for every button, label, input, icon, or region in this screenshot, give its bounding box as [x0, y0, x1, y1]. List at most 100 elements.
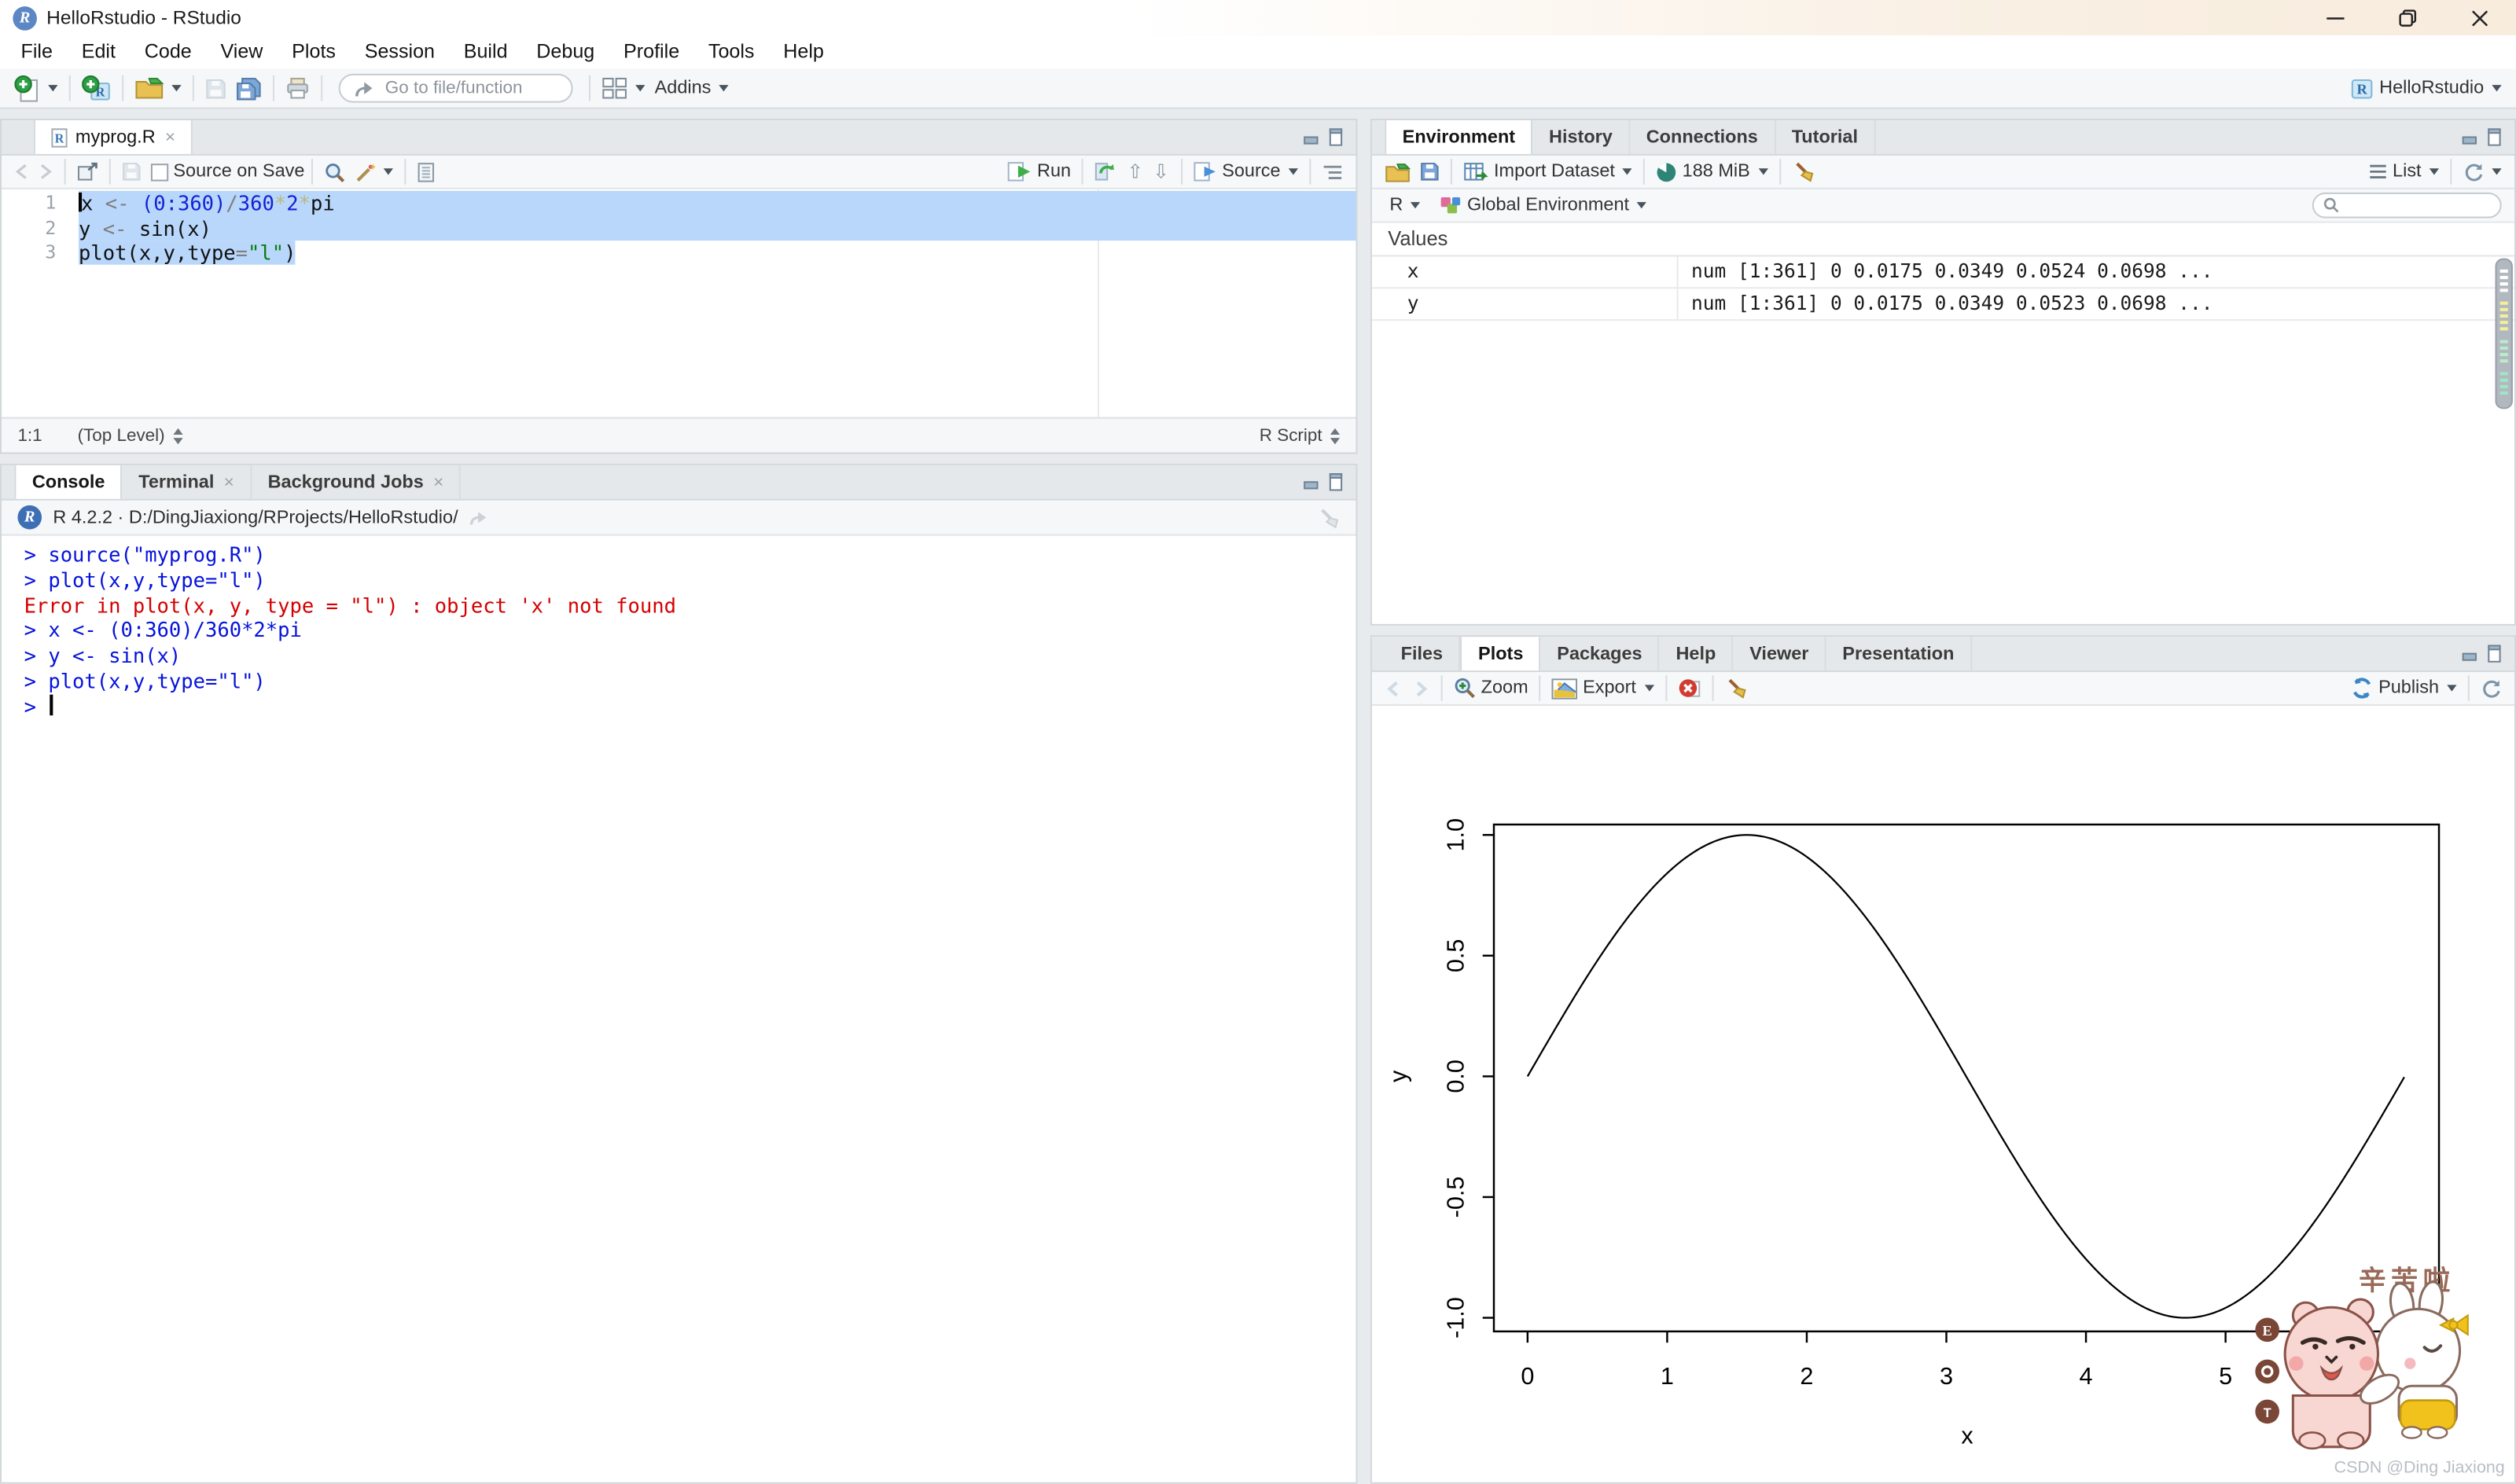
source-on-save-checkbox[interactable]	[146, 155, 174, 189]
language-selector[interactable]: R	[1385, 189, 1425, 222]
cursor-position[interactable]: 1:1	[17, 425, 42, 446]
clear-plots-button[interactable]	[1720, 671, 1752, 705]
clear-objects-button[interactable]	[1787, 155, 1819, 189]
close-icon[interactable]: ×	[164, 127, 176, 147]
close-icon[interactable]: ×	[433, 472, 444, 492]
pane-minimize-icon[interactable]	[1303, 129, 1319, 145]
menu-file[interactable]: File	[20, 40, 53, 63]
chevron-down-icon	[635, 85, 646, 92]
go-next-section-button[interactable]: ⇩	[1148, 155, 1174, 189]
menu-session[interactable]: Session	[364, 40, 435, 63]
save-workspace-button[interactable]	[1415, 155, 1444, 189]
forward-button[interactable]	[34, 155, 58, 189]
tab-console[interactable]: Console	[14, 465, 123, 499]
source-button[interactable]: Source	[1188, 155, 1303, 189]
main-toolbar: R Addins	[0, 68, 2516, 109]
next-plot-button[interactable]	[1407, 671, 1435, 705]
pane-maximize-icon[interactable]	[1329, 128, 1343, 146]
menu-plots[interactable]: Plots	[292, 40, 336, 63]
pane-maximize-icon[interactable]	[2487, 645, 2501, 663]
open-file-button[interactable]	[130, 72, 186, 105]
console-command-line: > y <- sin(x)	[24, 643, 182, 668]
pane-minimize-icon[interactable]	[1303, 474, 1319, 490]
pane-maximize-icon[interactable]	[1329, 473, 1343, 491]
refresh-plots-button[interactable]	[2476, 671, 2507, 705]
object-row[interactable]: y num [1:361] 0 0.0175 0.0349 0.0523 0.06…	[1371, 288, 2514, 321]
list-view-button[interactable]: List	[2363, 155, 2444, 189]
environment-scrollbar[interactable]	[2495, 258, 2513, 410]
show-in-new-window-button[interactable]	[72, 155, 103, 189]
compile-report-button[interactable]	[412, 155, 440, 189]
memory-usage-button[interactable]: 188 MiB	[1652, 155, 1772, 189]
document-outline-button[interactable]	[1318, 155, 1348, 189]
menu-debug[interactable]: Debug	[536, 40, 595, 63]
menu-edit[interactable]: Edit	[81, 40, 116, 63]
clear-console-button[interactable]	[1318, 506, 1341, 529]
menu-help[interactable]: Help	[783, 40, 824, 63]
console-output[interactable]: > source("myprog.R") > plot(x,y,type="l")…	[2, 536, 1355, 720]
tab-plots[interactable]: Plots	[1460, 637, 1541, 671]
run-button[interactable]: Run	[1003, 155, 1076, 189]
addins-button[interactable]: Addins	[650, 72, 734, 105]
file-type-selector[interactable]: R Script	[1260, 426, 1341, 445]
tab-history[interactable]: History	[1533, 120, 1631, 154]
global-environment-selector[interactable]: Global Environment	[1435, 189, 1652, 222]
maximize-button[interactable]	[2371, 0, 2444, 35]
scope-selector[interactable]: (Top Level)	[78, 426, 183, 445]
remove-plot-button[interactable]	[1673, 671, 1705, 705]
new-project-icon: R	[82, 74, 111, 102]
editor-tab-myprog[interactable]: R myprog.R ×	[33, 120, 193, 154]
publish-button[interactable]: Publish	[2346, 671, 2461, 705]
line-number: 3	[45, 241, 57, 263]
titlebar: R HelloRstudio - RStudio	[0, 0, 2516, 35]
tab-terminal[interactable]: Terminal ×	[123, 465, 252, 499]
menu-build[interactable]: Build	[463, 40, 508, 63]
pane-maximize-icon[interactable]	[2487, 128, 2501, 146]
remove-plot-icon	[1678, 677, 1701, 700]
menu-code[interactable]: Code	[144, 40, 192, 63]
menu-view[interactable]: View	[220, 40, 263, 63]
tab-help[interactable]: Help	[1660, 637, 1734, 671]
x-tick-label: 0	[1521, 1363, 1534, 1390]
zoom-plot-button[interactable]: Zoom	[1449, 671, 1533, 705]
minimize-button[interactable]	[2299, 0, 2371, 35]
menu-tools[interactable]: Tools	[708, 40, 755, 63]
close-button[interactable]	[2444, 0, 2516, 35]
tab-connections[interactable]: Connections	[1630, 120, 1776, 154]
tab-tutorial[interactable]: Tutorial	[1775, 120, 1876, 154]
export-plot-button[interactable]: Export	[1547, 671, 1658, 705]
previous-plot-button[interactable]	[1380, 671, 1407, 705]
environment-search-input[interactable]	[2345, 193, 2497, 217]
save-all-button[interactable]	[231, 72, 267, 105]
tab-presentation[interactable]: Presentation	[1826, 637, 1972, 671]
goto-file-input[interactable]	[381, 76, 565, 100]
open-wd-icon[interactable]	[469, 509, 488, 525]
menu-profile[interactable]: Profile	[623, 40, 680, 63]
print-button[interactable]	[281, 72, 314, 105]
object-row[interactable]: x num [1:361] 0 0.0175 0.0349 0.0524 0.06…	[1371, 256, 2514, 289]
refresh-environment-button[interactable]	[2459, 155, 2507, 189]
tab-background-jobs[interactable]: Background Jobs ×	[252, 465, 462, 499]
tab-environment[interactable]: Environment	[1385, 120, 1533, 154]
go-prev-section-button[interactable]: ⇧	[1122, 155, 1148, 189]
project-menu-button[interactable]: R HelloRstudio	[2344, 72, 2507, 105]
back-button[interactable]	[9, 155, 34, 189]
rerun-button[interactable]	[1091, 155, 1123, 189]
save-source-button[interactable]	[117, 155, 146, 189]
code-tools-button[interactable]	[350, 155, 398, 189]
pane-layout-button[interactable]	[597, 72, 649, 105]
import-dataset-button[interactable]: Import Dataset	[1458, 155, 1637, 189]
new-project-button[interactable]: R	[77, 72, 116, 105]
new-file-button[interactable]	[9, 72, 62, 105]
close-icon[interactable]: ×	[223, 472, 234, 492]
save-button[interactable]	[200, 72, 231, 105]
tab-files[interactable]: Files	[1385, 637, 1461, 671]
load-workspace-button[interactable]	[1380, 155, 1415, 189]
pane-minimize-icon[interactable]	[2462, 645, 2477, 661]
tab-viewer[interactable]: Viewer	[1734, 637, 1826, 671]
tab-packages[interactable]: Packages	[1541, 637, 1661, 671]
console-header: R R 4.2.2 · D:/DingJiaxiong/RProjects/He…	[2, 500, 1356, 536]
find-replace-button[interactable]	[319, 155, 350, 189]
pane-minimize-icon[interactable]	[2462, 129, 2477, 145]
